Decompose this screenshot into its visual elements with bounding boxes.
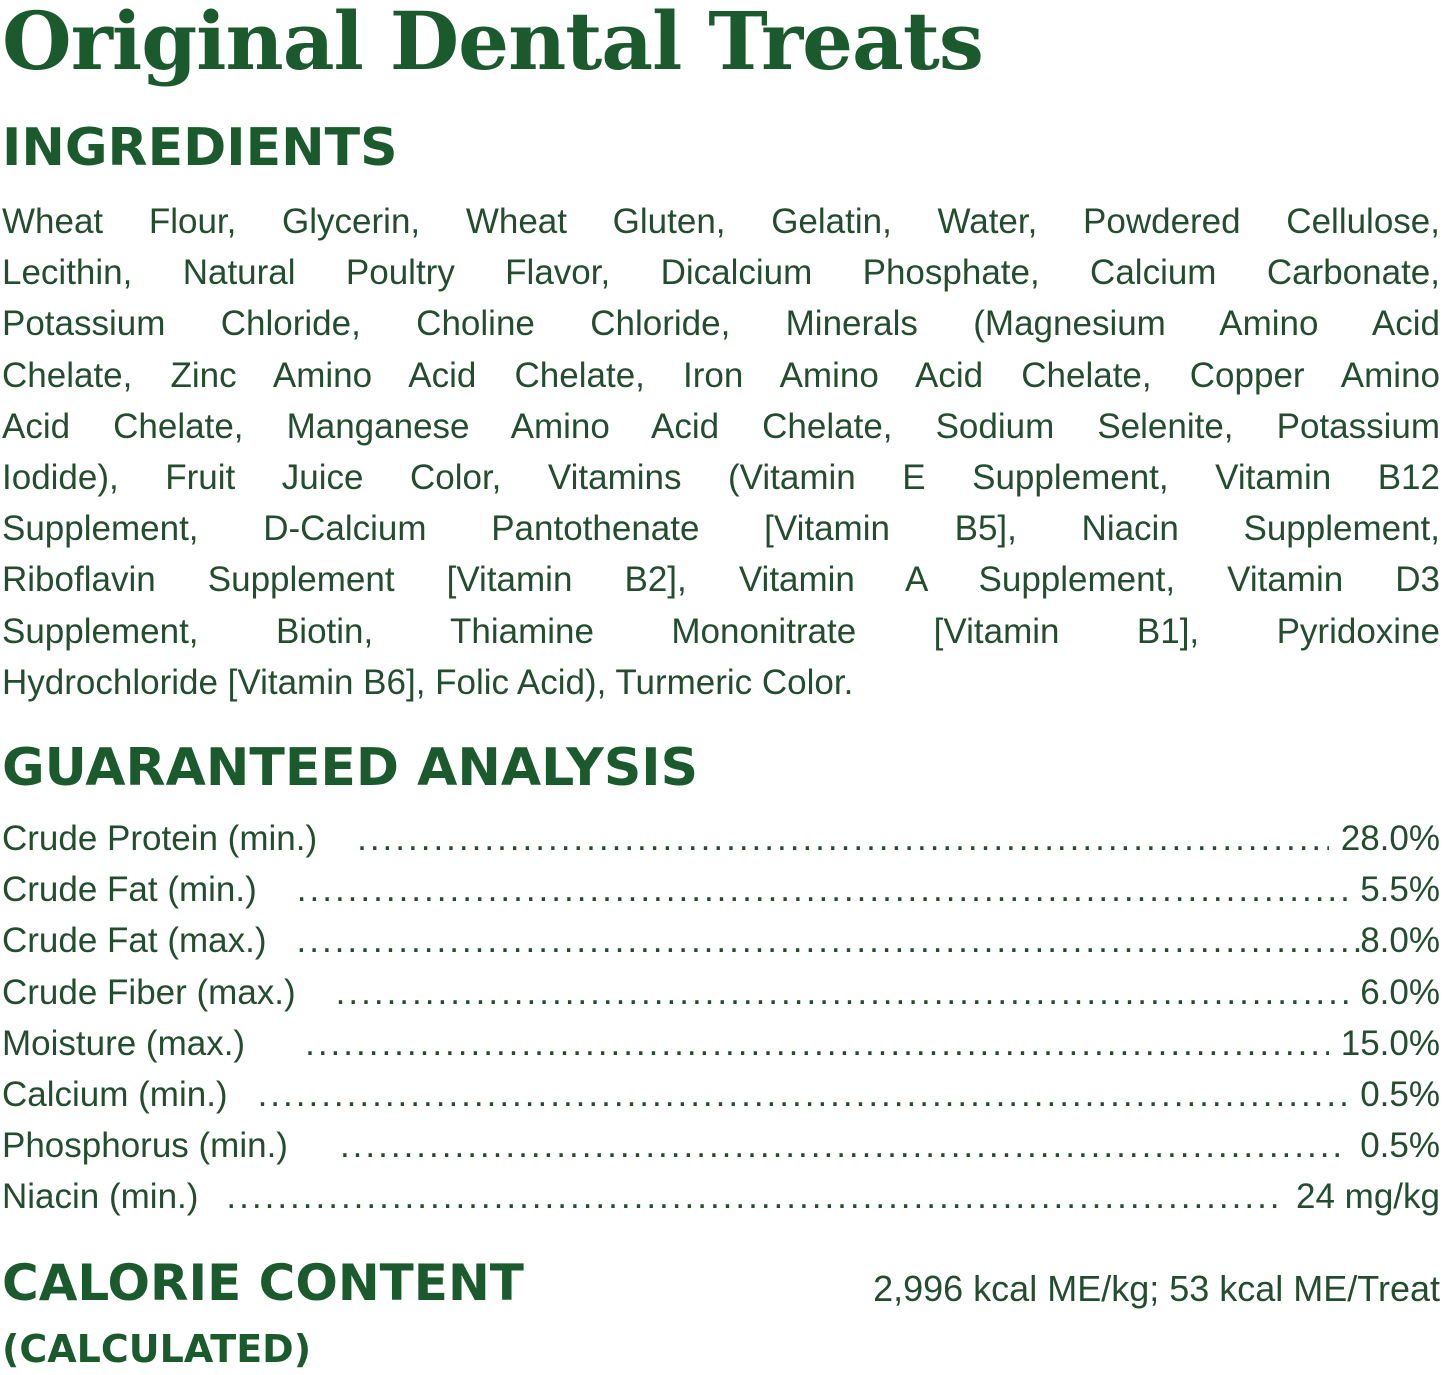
calorie-value: 2,996 kcal ME/kg; 53 kcal ME/Treat [873,1268,1440,1309]
analysis-value: 0.5% [1360,1126,1440,1166]
ingredients-line: Chelate, Zinc Amino Acid Chelate, Iron A… [2,355,1440,395]
dot-leader [226,1171,1284,1222]
ingredients-line: Acid Chelate, Manganese Amino Acid Chela… [2,406,1440,446]
analysis-label: Crude Protein (min.) [2,819,318,858]
dot-leader [305,1018,1329,1069]
analysis-label: Niacin (min.) [2,1177,199,1217]
dot-leader [336,967,1349,1018]
ingredients-line: Hydrochloride [Vitamin B6], Folic Acid),… [2,662,854,702]
ingredients-line: Iodide), Fruit Juice Color, Vitamins (Vi… [2,457,1440,497]
ingredients-line: Supplement, Biotin, Thiamine Mononitrate… [2,611,1440,651]
analysis-row: Moisture (max.) 15.0% [2,1018,1440,1069]
ingredients-list: Wheat Flour, Glycerin, Wheat Gluten, Gel… [2,196,1440,708]
analysis-label: Moisture (max.) [2,1023,246,1063]
ingredients-line: Wheat Flour, Glycerin, Wheat Gluten, Gel… [2,202,1440,241]
calorie-subheading: (CALCULATED) [2,1327,312,1371]
analysis-label: Crude Fat (min.) [2,870,257,910]
analysis-label: Crude Fiber (max.) [2,972,296,1012]
analysis-value: 0.5% [1360,1074,1440,1114]
analysis-row: Crude Fat (max.) 8.0% [2,915,1440,966]
ingredients-heading: INGREDIENTS [2,118,398,178]
ingredients-line: Supplement, D-Calcium Pantothenate [Vita… [2,509,1440,549]
ingredients-line: Lecithin, Natural Poultry Flavor, Dicalc… [2,253,1440,293]
analysis-value: 24 mg/kg [1296,1177,1440,1217]
analysis-label: Phosphorus (min.) [2,1126,288,1166]
analysis-label: Crude Fat (max.) [2,921,267,961]
dot-leader [258,1069,1349,1120]
page-title: Original Dental Treats [2,0,984,88]
analysis-row: Crude Protein (min.) 28.0% [2,813,1440,864]
analysis-heading: GUARANTEED ANALYSIS [2,738,699,798]
analysis-row: Phosphorus (min.) 0.5% [2,1120,1440,1171]
dot-leader [297,864,1348,915]
analysis-row: Niacin (min.) 24 mg/kg [2,1171,1440,1222]
analysis-label: Calcium (min.) [2,1074,228,1114]
analysis-value: 15.0% [1340,1023,1440,1063]
analysis-value: 28.0% [1340,819,1440,858]
analysis-value: 5.5% [1360,870,1440,910]
analysis-value: 6.0% [1360,972,1440,1012]
ingredients-line: Riboflavin Supplement [Vitamin B2], Vita… [2,560,1440,600]
analysis-row: Crude Fiber (max.) 6.0% [2,967,1440,1018]
calorie-heading: CALORIE CONTENT [2,1254,524,1312]
ingredients-line: Potassium Chloride, Choline Chloride, Mi… [2,304,1440,344]
dot-leader [357,813,1329,864]
analysis-row: Calcium (min.) 0.5% [2,1069,1440,1120]
dot-leader [297,915,1361,966]
analysis-row: Crude Fat (min.) 5.5% [2,864,1440,915]
analysis-table: Crude Protein (min.) 28.0% Crude Fat (min… [2,813,1440,1223]
dot-leader [340,1120,1348,1171]
analysis-value: 8.0% [1360,921,1440,961]
